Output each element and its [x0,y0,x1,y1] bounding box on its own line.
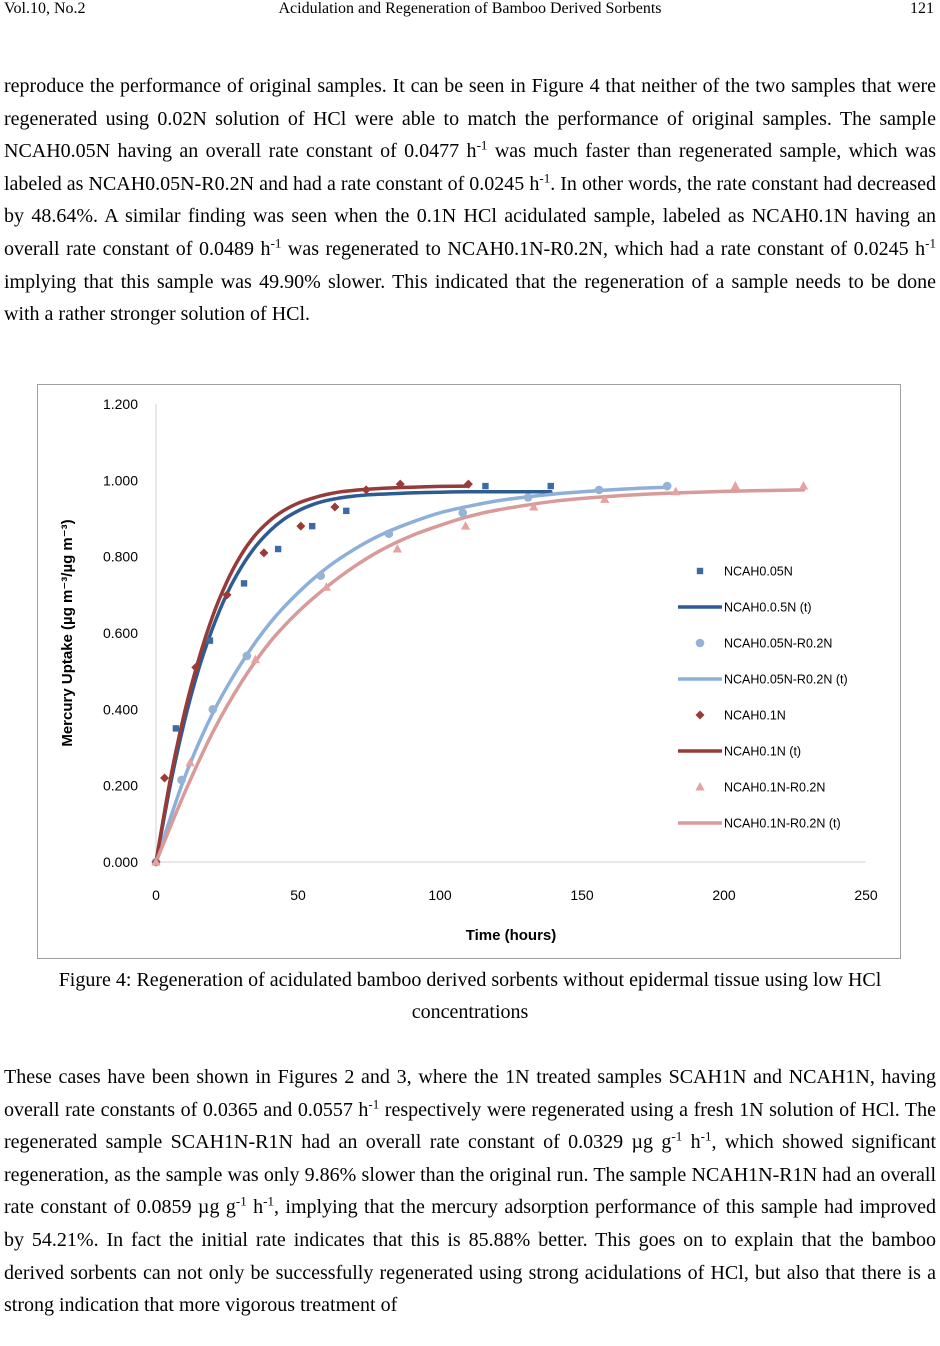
data-point-ncah0-1n-r0-2n [730,481,740,490]
x-tick-label: 50 [290,887,306,903]
figure-caption: Figure 4: Regeneration of acidulated bam… [58,969,882,1023]
paragraph-1: reproduce the performance of original sa… [4,70,936,331]
data-point-ncah0-05n-r0-2n [523,493,533,502]
data-point-ncah0-05n-r0-2n [316,571,326,581]
data-point-ncah0-1n-r0-2n [460,521,471,530]
data-point-ncah0-05n-r0-2n [242,651,252,661]
x-axis-label: Time (hours) [466,927,557,944]
y-tick-label: 0.600 [103,625,138,641]
page-header: Vol.10, No.2 Acidulation and Regeneratio… [0,0,940,24]
legend-swatch [695,782,705,791]
p2-sup-4: -1 [235,1193,247,1209]
y-tick-label: 1.200 [103,396,138,412]
y-tick-label: 1.000 [103,472,138,488]
data-point-ncah0-05n [482,482,489,490]
legend-swatch [696,567,704,575]
y-tick-label: 0.400 [103,701,138,717]
x-tick-label: 250 [854,887,878,903]
x-tick-label: 100 [428,887,452,903]
data-point-ncah0-1n-r0-2n [151,857,161,866]
p2-sup-5: -1 [263,1193,274,1209]
y-tick-label: 0.800 [103,549,138,565]
p1-sup-2: -1 [539,170,551,186]
data-point-ncah0-05n-r0-2n [384,529,394,539]
p1-text-2: was much faster than regenerated sample,… [4,140,937,195]
legend-label: NCAH0.1N-R0.2N [724,781,825,795]
legend-label: NCAH0.1N [724,709,786,723]
p2-text-1: These cases have been shown in Figures 2… [4,1066,936,1121]
data-point-ncah0-05n [309,522,316,530]
legend-label: NCAH0.1N-R0.2N (t) [724,817,841,831]
data-point-ncah0-1n-r0-2n [250,654,260,664]
series-line-ncah0-1n-r0-2n-t [154,488,806,864]
data-point-ncah0-05n [343,507,350,515]
data-point-ncah0-1n [361,485,371,495]
data-point-ncah0-05n [240,580,248,587]
data-point-ncah0-1n-r0-2n [185,757,195,767]
y-tick-label: 0.000 [103,854,138,870]
x-tick-label: 200 [712,887,736,903]
data-point-ncah0-1n [222,590,232,600]
legend-swatch [695,638,705,648]
legend-label: NCAH0.1N (t) [724,745,801,759]
legend-label: NCAH0.05N-R0.2N [724,637,832,651]
p2-sup-3: -1 [700,1128,712,1144]
p2-text-2: respectively were regenerated using a fr… [4,1098,936,1154]
p2-text-6: , implying that the mercury adsorption p… [4,1196,937,1317]
series-line-ncah0-05n-r0-2n-t [154,485,669,864]
data-point-ncah0-1n [259,548,269,558]
data-point-ncah0-1n-r0-2n [798,481,809,490]
legend-swatch [695,710,705,720]
running-title: Acidulation and Regeneration of Bamboo D… [278,0,662,17]
figure-4: 0.000 0.200 0.400 0.600 0.800 1.000 1.200 0 50 1… [37,384,901,959]
data-point-ncah0-1n-r0-2n [529,502,539,511]
data-point-ncah0-1n-r0-2n [392,544,402,553]
p1-text-3: . In other words, the rate constant had … [4,172,936,260]
paragraph-2: These cases have been shown in Figures 2… [4,1061,936,1322]
data-point-ncah0-1n [330,502,340,512]
legend-label: NCAH0.0.5N (t) [724,601,812,615]
p2-text-3: h [682,1131,701,1154]
p2-text-5: h [246,1196,264,1219]
data-point-ncah0-1n-r0-2n [321,582,331,591]
p1-text-5: implying that this sample was 49.90% slo… [4,270,936,326]
data-point-ncah0-05n-r0-2n [177,775,186,785]
data-point-ncah0-1n [191,662,201,672]
chart-axes [155,404,866,863]
p2-sup-1: -1 [368,1095,380,1111]
data-point-ncah0-1n-r0-2n [600,494,610,503]
x-tick-label: 0 [152,887,160,903]
data-point-ncah0-1n [463,479,473,489]
data-point-ncah0-1n [160,773,170,783]
y-axis-label: Mercury Uptake (µg m⁻³/µg m⁻³) [59,519,76,746]
data-point-ncah0-05n [206,637,214,644]
data-point-ncah0-1n [395,479,405,489]
p1-sup-3: -1 [270,235,282,251]
x-tick-label: 150 [570,887,594,903]
legend-label: NCAH0.05N-R0.2N (t) [724,673,848,687]
p2-text-4: , which showed significant regeneration,… [4,1131,937,1219]
data-point-ncah0-05n-r0-2n [208,705,218,714]
data-point-ncah0-05n [547,482,554,490]
p1-text-4: was regenerated to NCAH0.1N-R0.2N, which… [281,237,926,260]
data-point-ncah0-05n [172,725,180,732]
p1-text-1: reproduce the performance of original sa… [4,75,936,163]
page-number: 121 [910,0,934,17]
p1-sup-4: -1 [925,235,937,251]
chart-legend: NCAH0.05N NCAH0.0.5N (t) NCAH0.05N-R0.2N NC… [678,565,848,831]
uptake-chart: 0.000 0.200 0.400 0.600 0.800 1.000 1.200 0 50 1… [59,396,878,944]
data-point-ncah0-05n-r0-2n [458,508,468,518]
series-line-ncah0-0-5n-t [154,490,553,864]
data-point-ncah0-1n-r0-2n [671,486,681,496]
data-point-ncah0-05n-r0-2n [594,485,604,495]
y-tick-label: 0.200 [103,778,138,794]
journal-volume: Vol.10, No.2 [4,0,86,17]
series-line-ncah0-1n-t [154,484,471,864]
p2-sup-2: -1 [671,1128,683,1144]
data-point-ncah0-1n [296,521,306,531]
data-point-ncah0-05n [274,545,282,553]
legend-label: NCAH0.05N [724,565,793,579]
p1-sup-1: -1 [476,137,488,153]
data-point-ncah0-05n-r0-2n [662,481,672,491]
